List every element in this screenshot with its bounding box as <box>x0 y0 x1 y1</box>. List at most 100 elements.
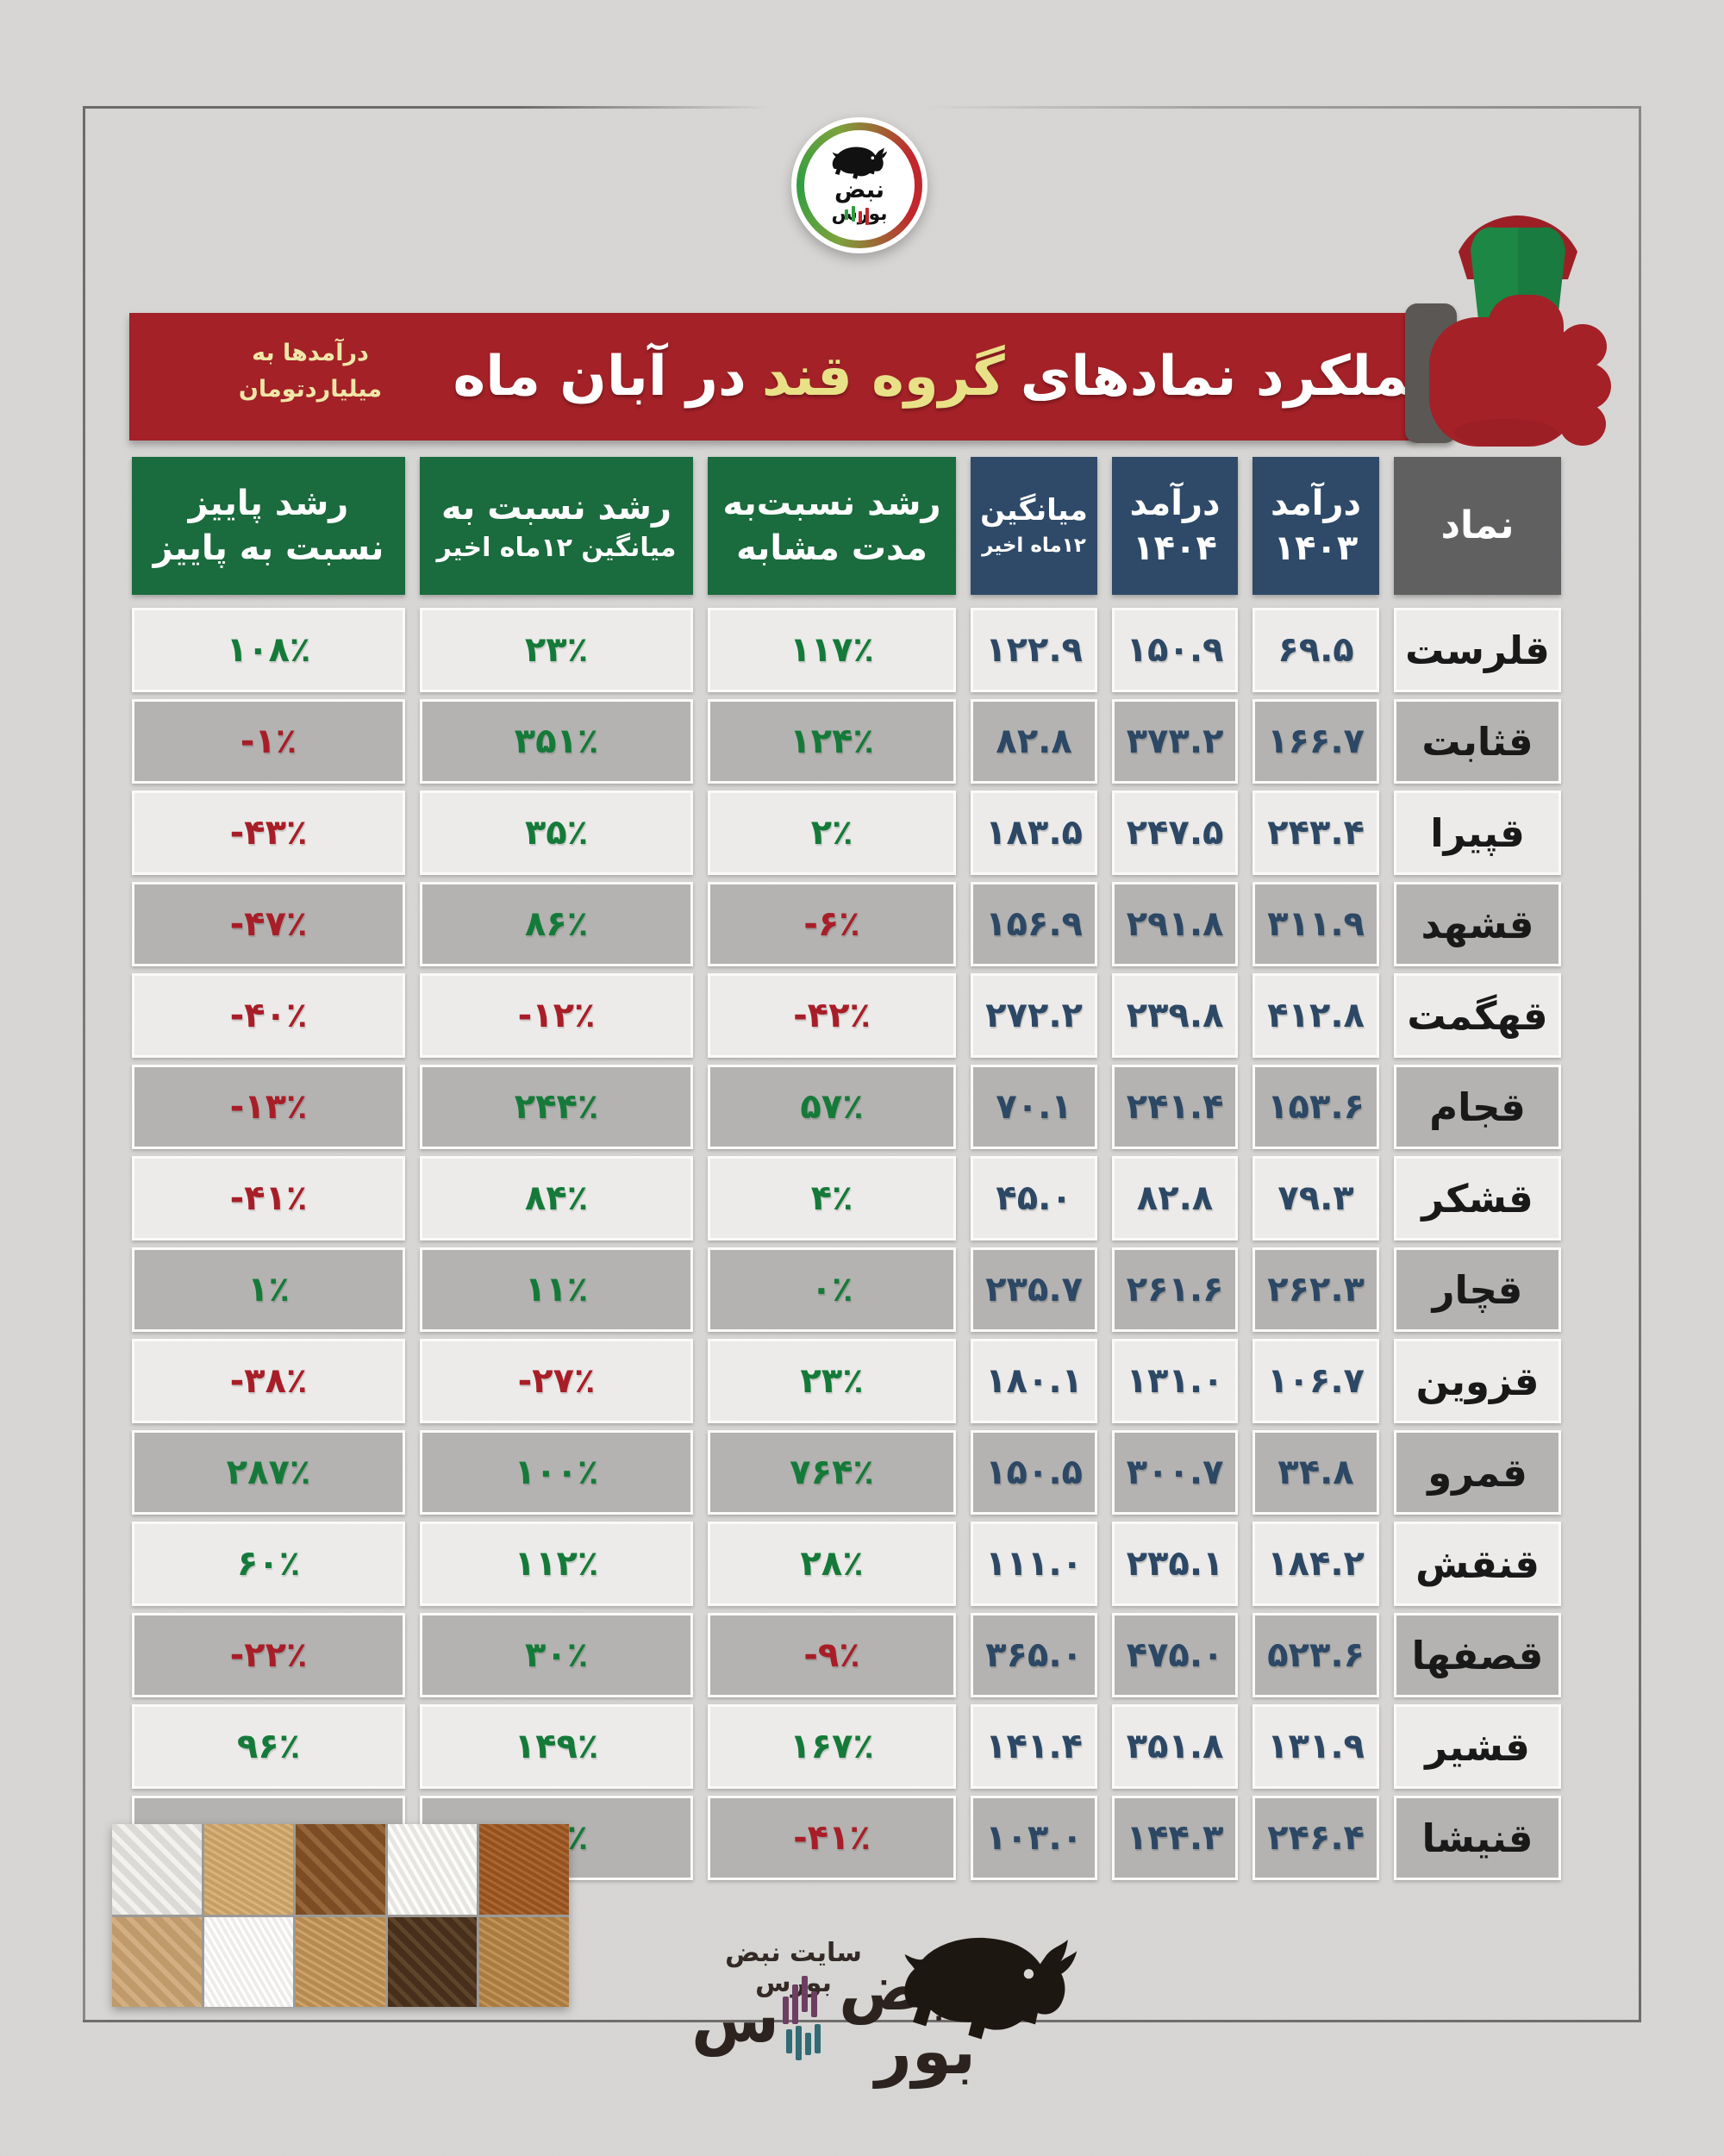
symbol-cell: قنیشا <box>1394 1796 1561 1880</box>
sugar-cubes-tan <box>112 1916 202 2007</box>
growth-fall-cell: ۹۶٪ <box>132 1704 405 1789</box>
rev-1403-cell: ۱۳۱.۹ <box>1252 1704 1379 1789</box>
table-row: قمرو ۳۴.۸ ۳۰۰.۷ ۱۵۰.۵ ۷۶۴٪ ۱۰۰٪ ۲۸۷٪ <box>129 1430 1561 1515</box>
avg-12m-cell: ۱۵۶.۹ <box>971 882 1097 966</box>
rev-1404-cell: ۲۴۱.۴ <box>1112 1065 1238 1149</box>
symbol-cell: قثابت <box>1394 699 1561 784</box>
table-row: قشهد ۳۱۱.۹ ۲۹۱.۸ ۱۵۶.۹ -۶٪ ۸۶٪ -۴۷٪ <box>129 882 1561 966</box>
title-banner: درآمدها به میلیاردتومان عملکرد نمادهای گ… <box>129 313 1448 441</box>
symbol-cell: قشهد <box>1394 882 1561 966</box>
header-growth-vs-average: رشد نسبت به میانگین ۱۲ماه اخیر <box>420 457 693 595</box>
frame-line-top <box>83 106 1641 109</box>
table-header-row: نماد درآمد ۱۴۰۳ درآمد ۱۴۰۴ میانگین ۱۲ماه… <box>129 457 1561 595</box>
growth-similar-cell: ۲۳٪ <box>708 1339 956 1423</box>
avg-12m-cell: ۷۰.۱ <box>971 1065 1097 1149</box>
symbol-cell: قچار <box>1394 1247 1561 1332</box>
symbol-cell: قزوین <box>1394 1339 1561 1423</box>
rev-1403-cell: ۲۴۶.۴ <box>1252 1796 1379 1880</box>
wordmark-candlestick-icon <box>781 1972 821 2067</box>
avg-12m-cell: ۸۲.۸ <box>971 699 1097 784</box>
title-highlight: گروه قند <box>761 345 1005 409</box>
rev-1403-cell: ۱۶۶.۷ <box>1252 699 1379 784</box>
badge-gradient-ring: نبض بورس <box>796 122 922 248</box>
rev-1404-cell: ۳۵۱.۸ <box>1112 1704 1238 1789</box>
avg-12m-cell: ۱۱۱.۰ <box>971 1522 1097 1606</box>
header-symbol: نماد <box>1394 457 1561 595</box>
rev-1404-cell: ۳۰۰.۷ <box>1112 1430 1238 1515</box>
growth-similar-cell: ۱۶۷٪ <box>708 1704 956 1789</box>
rev-1403-cell: ۶۹.۵ <box>1252 608 1379 692</box>
unit-note: درآمدها به میلیاردتومان <box>190 335 431 408</box>
symbol-cell: قپیرا <box>1394 791 1561 875</box>
growth-avg-cell: -۲۷٪ <box>420 1339 693 1423</box>
table-row: قنقش ۱۸۴.۲ ۲۳۵.۱ ۱۱۱.۰ ۲۸٪ ۱۱۲٪ ۶۰٪ <box>129 1522 1561 1606</box>
growth-similar-cell: ۲۸٪ <box>708 1522 956 1606</box>
sugar-brown-granulated <box>203 1824 294 1915</box>
badge-brand-top: نبض <box>834 177 884 203</box>
growth-fall-cell: -۴۳٪ <box>132 791 405 875</box>
rev-1403-cell: ۱۵۳.۶ <box>1252 1065 1379 1149</box>
rev-1403-cell: ۳۴.۸ <box>1252 1430 1379 1515</box>
rev-1403-cell: ۴۱۲.۸ <box>1252 973 1379 1058</box>
rev-1404-cell: ۲۳۹.۸ <box>1112 973 1238 1058</box>
rev-1403-cell: ۳۱۱.۹ <box>1252 882 1379 966</box>
rev-1404-cell: ۳۷۳.۲ <box>1112 699 1238 784</box>
growth-similar-cell: ۴٪ <box>708 1156 956 1240</box>
growth-fall-cell: -۳۸٪ <box>132 1339 405 1423</box>
avg-12m-cell: ۴۵.۰ <box>971 1156 1097 1240</box>
unit-note-line2: میلیاردتومان <box>238 375 383 403</box>
sugar-cubes-white <box>112 1824 202 1915</box>
rev-1404-cell: ۸۲.۸ <box>1112 1156 1238 1240</box>
symbol-cell: قشکر <box>1394 1156 1561 1240</box>
avg-12m-cell: ۲۳۵.۷ <box>971 1247 1097 1332</box>
rev-1404-cell: ۲۹۱.۸ <box>1112 882 1238 966</box>
growth-fall-cell: ۱٪ <box>132 1247 405 1332</box>
growth-avg-cell: ۱۰۰٪ <box>420 1430 693 1515</box>
page-title: عملکرد نمادهای گروه قند در آبان ماه <box>453 313 1448 441</box>
frame-line-left <box>83 106 85 2022</box>
table-row: قچار ۲۶۲.۳ ۲۶۱.۶ ۲۳۵.۷ ۰٪ ۱۱٪ ۱٪ <box>129 1247 1561 1332</box>
growth-fall-cell: ۱۰۸٪ <box>132 608 405 692</box>
growth-avg-cell: -۱۲٪ <box>420 973 693 1058</box>
growth-similar-cell: ۵۷٪ <box>708 1065 956 1149</box>
badge-candlestick-icon <box>842 206 877 228</box>
frame-line-right <box>1639 106 1641 2022</box>
symbol-cell: قنقش <box>1394 1522 1561 1606</box>
header-growth-fall: رشد پاییز نسبت به پاییز <box>132 457 405 595</box>
table-row: قلرست ۶۹.۵ ۱۵۰.۹ ۱۲۲.۹ ۱۱۷٪ ۲۳٪ ۱۰۸٪ <box>129 608 1561 692</box>
avg-12m-cell: ۳۶۵.۰ <box>971 1613 1097 1697</box>
table-row: قزوین ۱۰۶.۷ ۱۳۱.۰ ۱۸۰.۱ ۲۳٪ -۲۷٪ -۳۸٪ <box>129 1339 1561 1423</box>
table-row: قشکر ۷۹.۳ ۸۲.۸ ۴۵.۰ ۴٪ ۸۴٪ -۴۱٪ <box>129 1156 1561 1240</box>
growth-avg-cell: ۲۴۴٪ <box>420 1065 693 1149</box>
avg-12m-cell: ۱۰۳.۰ <box>971 1796 1097 1880</box>
table-body: قلرست ۶۹.۵ ۱۵۰.۹ ۱۲۲.۹ ۱۱۷٪ ۲۳٪ ۱۰۸٪ قثا… <box>129 608 1561 1880</box>
footer-logo: سایت نبض بورس نبض بور س <box>681 1931 1095 2084</box>
symbol-cell: قصفها <box>1394 1613 1561 1697</box>
growth-similar-cell: -۴۲٪ <box>708 973 956 1058</box>
growth-avg-cell: ۳۵٪ <box>420 791 693 875</box>
title-post: در آبان ماه <box>453 345 746 409</box>
brand-badge: نبض بورس <box>791 117 928 253</box>
table-row: قپیرا ۲۴۳.۴ ۲۴۷.۵ ۱۸۳.۵ ۲٪ ۳۵٪ -۴۳٪ <box>129 791 1561 875</box>
sugar-dates-dark <box>387 1916 478 2007</box>
rev-1403-cell: ۷۹.۳ <box>1252 1156 1379 1240</box>
growth-fall-cell: -۱۳٪ <box>132 1065 405 1149</box>
table-row: قشیر ۱۳۱.۹ ۳۵۱.۸ ۱۴۱.۴ ۱۶۷٪ ۱۴۹٪ ۹۶٪ <box>129 1704 1561 1789</box>
sugar-cubes-dark-brown <box>296 1824 385 1915</box>
avg-12m-cell: ۲۷۲.۲ <box>971 973 1097 1058</box>
sugar-collage-photo <box>112 1824 569 2007</box>
table-row: قثابت ۱۶۶.۷ ۳۷۳.۲ ۸۲.۸ ۱۲۴٪ ۳۵۱٪ -۱٪ <box>129 699 1561 784</box>
rev-1404-cell: ۱۳۱.۰ <box>1112 1339 1238 1423</box>
rev-1403-cell: ۲۶۲.۳ <box>1252 1247 1379 1332</box>
table-row: قجام ۱۵۳.۶ ۲۴۱.۴ ۷۰.۱ ۵۷٪ ۲۴۴٪ -۱۳٪ <box>129 1065 1561 1149</box>
symbol-cell: قشیر <box>1394 1704 1561 1789</box>
performance-table: نماد درآمد ۱۴۰۳ درآمد ۱۴۰۴ میانگین ۱۲ماه… <box>129 457 1561 1887</box>
avg-12m-cell: ۱۸۰.۱ <box>971 1339 1097 1423</box>
growth-similar-cell: -۹٪ <box>708 1613 956 1697</box>
growth-fall-cell: ۶۰٪ <box>132 1522 405 1606</box>
growth-avg-cell: ۳۰٪ <box>420 1613 693 1697</box>
growth-avg-cell: ۸۶٪ <box>420 882 693 966</box>
sugar-powder-rust <box>479 1824 569 1915</box>
rev-1403-cell: ۱۸۴.۲ <box>1252 1522 1379 1606</box>
growth-similar-cell: ۲٪ <box>708 791 956 875</box>
